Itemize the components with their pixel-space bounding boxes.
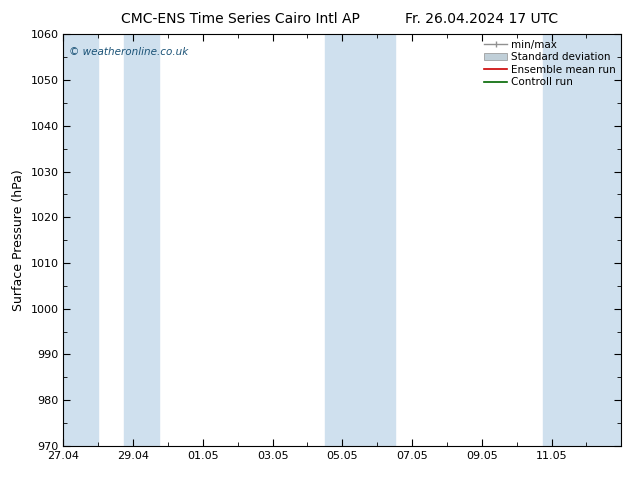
Legend: min/max, Standard deviation, Ensemble mean run, Controll run: min/max, Standard deviation, Ensemble me…: [481, 36, 619, 91]
Bar: [543, 34, 621, 446]
Bar: [325, 34, 394, 446]
Y-axis label: Surface Pressure (hPa): Surface Pressure (hPa): [12, 169, 25, 311]
Text: CMC-ENS Time Series Cairo Intl AP: CMC-ENS Time Series Cairo Intl AP: [122, 12, 360, 26]
Bar: [124, 34, 159, 446]
Bar: [63, 34, 98, 446]
Text: © weatheronline.co.uk: © weatheronline.co.uk: [69, 47, 188, 57]
Text: Fr. 26.04.2024 17 UTC: Fr. 26.04.2024 17 UTC: [405, 12, 559, 26]
